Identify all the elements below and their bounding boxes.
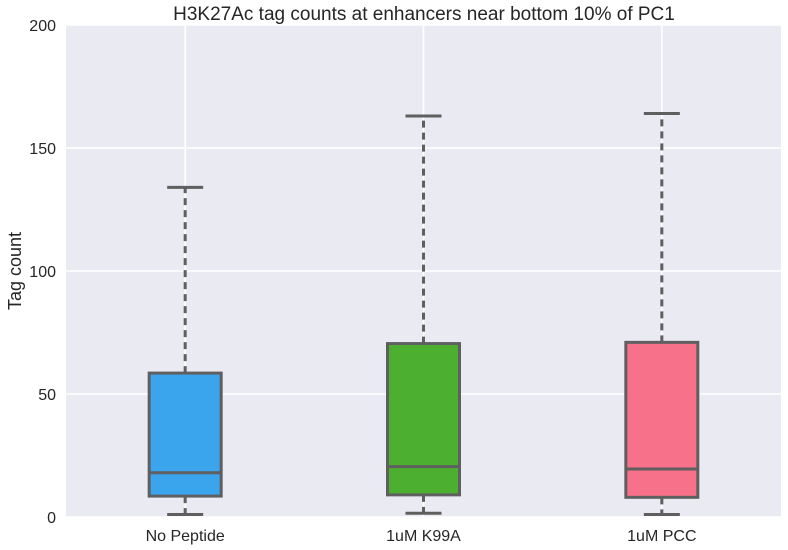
y-tick-label: 200 bbox=[29, 18, 56, 35]
box-group bbox=[147, 185, 223, 517]
y-tick-labels: 0 50 100 150 200 bbox=[29, 18, 56, 527]
y-tick-label: 50 bbox=[38, 387, 56, 404]
x-tick-label: No Peptide bbox=[146, 528, 225, 545]
y-tick-label: 150 bbox=[29, 141, 56, 158]
box-iqr bbox=[147, 371, 223, 498]
x-tick-labels: No Peptide 1uM K99A 1uM PCC bbox=[146, 528, 697, 545]
box-iqr bbox=[386, 342, 461, 497]
chart-title: H3K27Ac tag counts at enhancers near bot… bbox=[173, 4, 675, 25]
x-tick-label: 1uM K99A bbox=[386, 528, 461, 545]
box-group bbox=[386, 114, 461, 515]
box-layer bbox=[147, 112, 700, 517]
y-tick-label: 0 bbox=[47, 510, 56, 527]
y-axis-title: Tag count bbox=[5, 232, 25, 310]
box-iqr bbox=[624, 340, 700, 499]
y-tick-label: 100 bbox=[29, 264, 56, 281]
box-group bbox=[624, 112, 700, 517]
x-tick-label: 1uM PCC bbox=[627, 528, 696, 545]
